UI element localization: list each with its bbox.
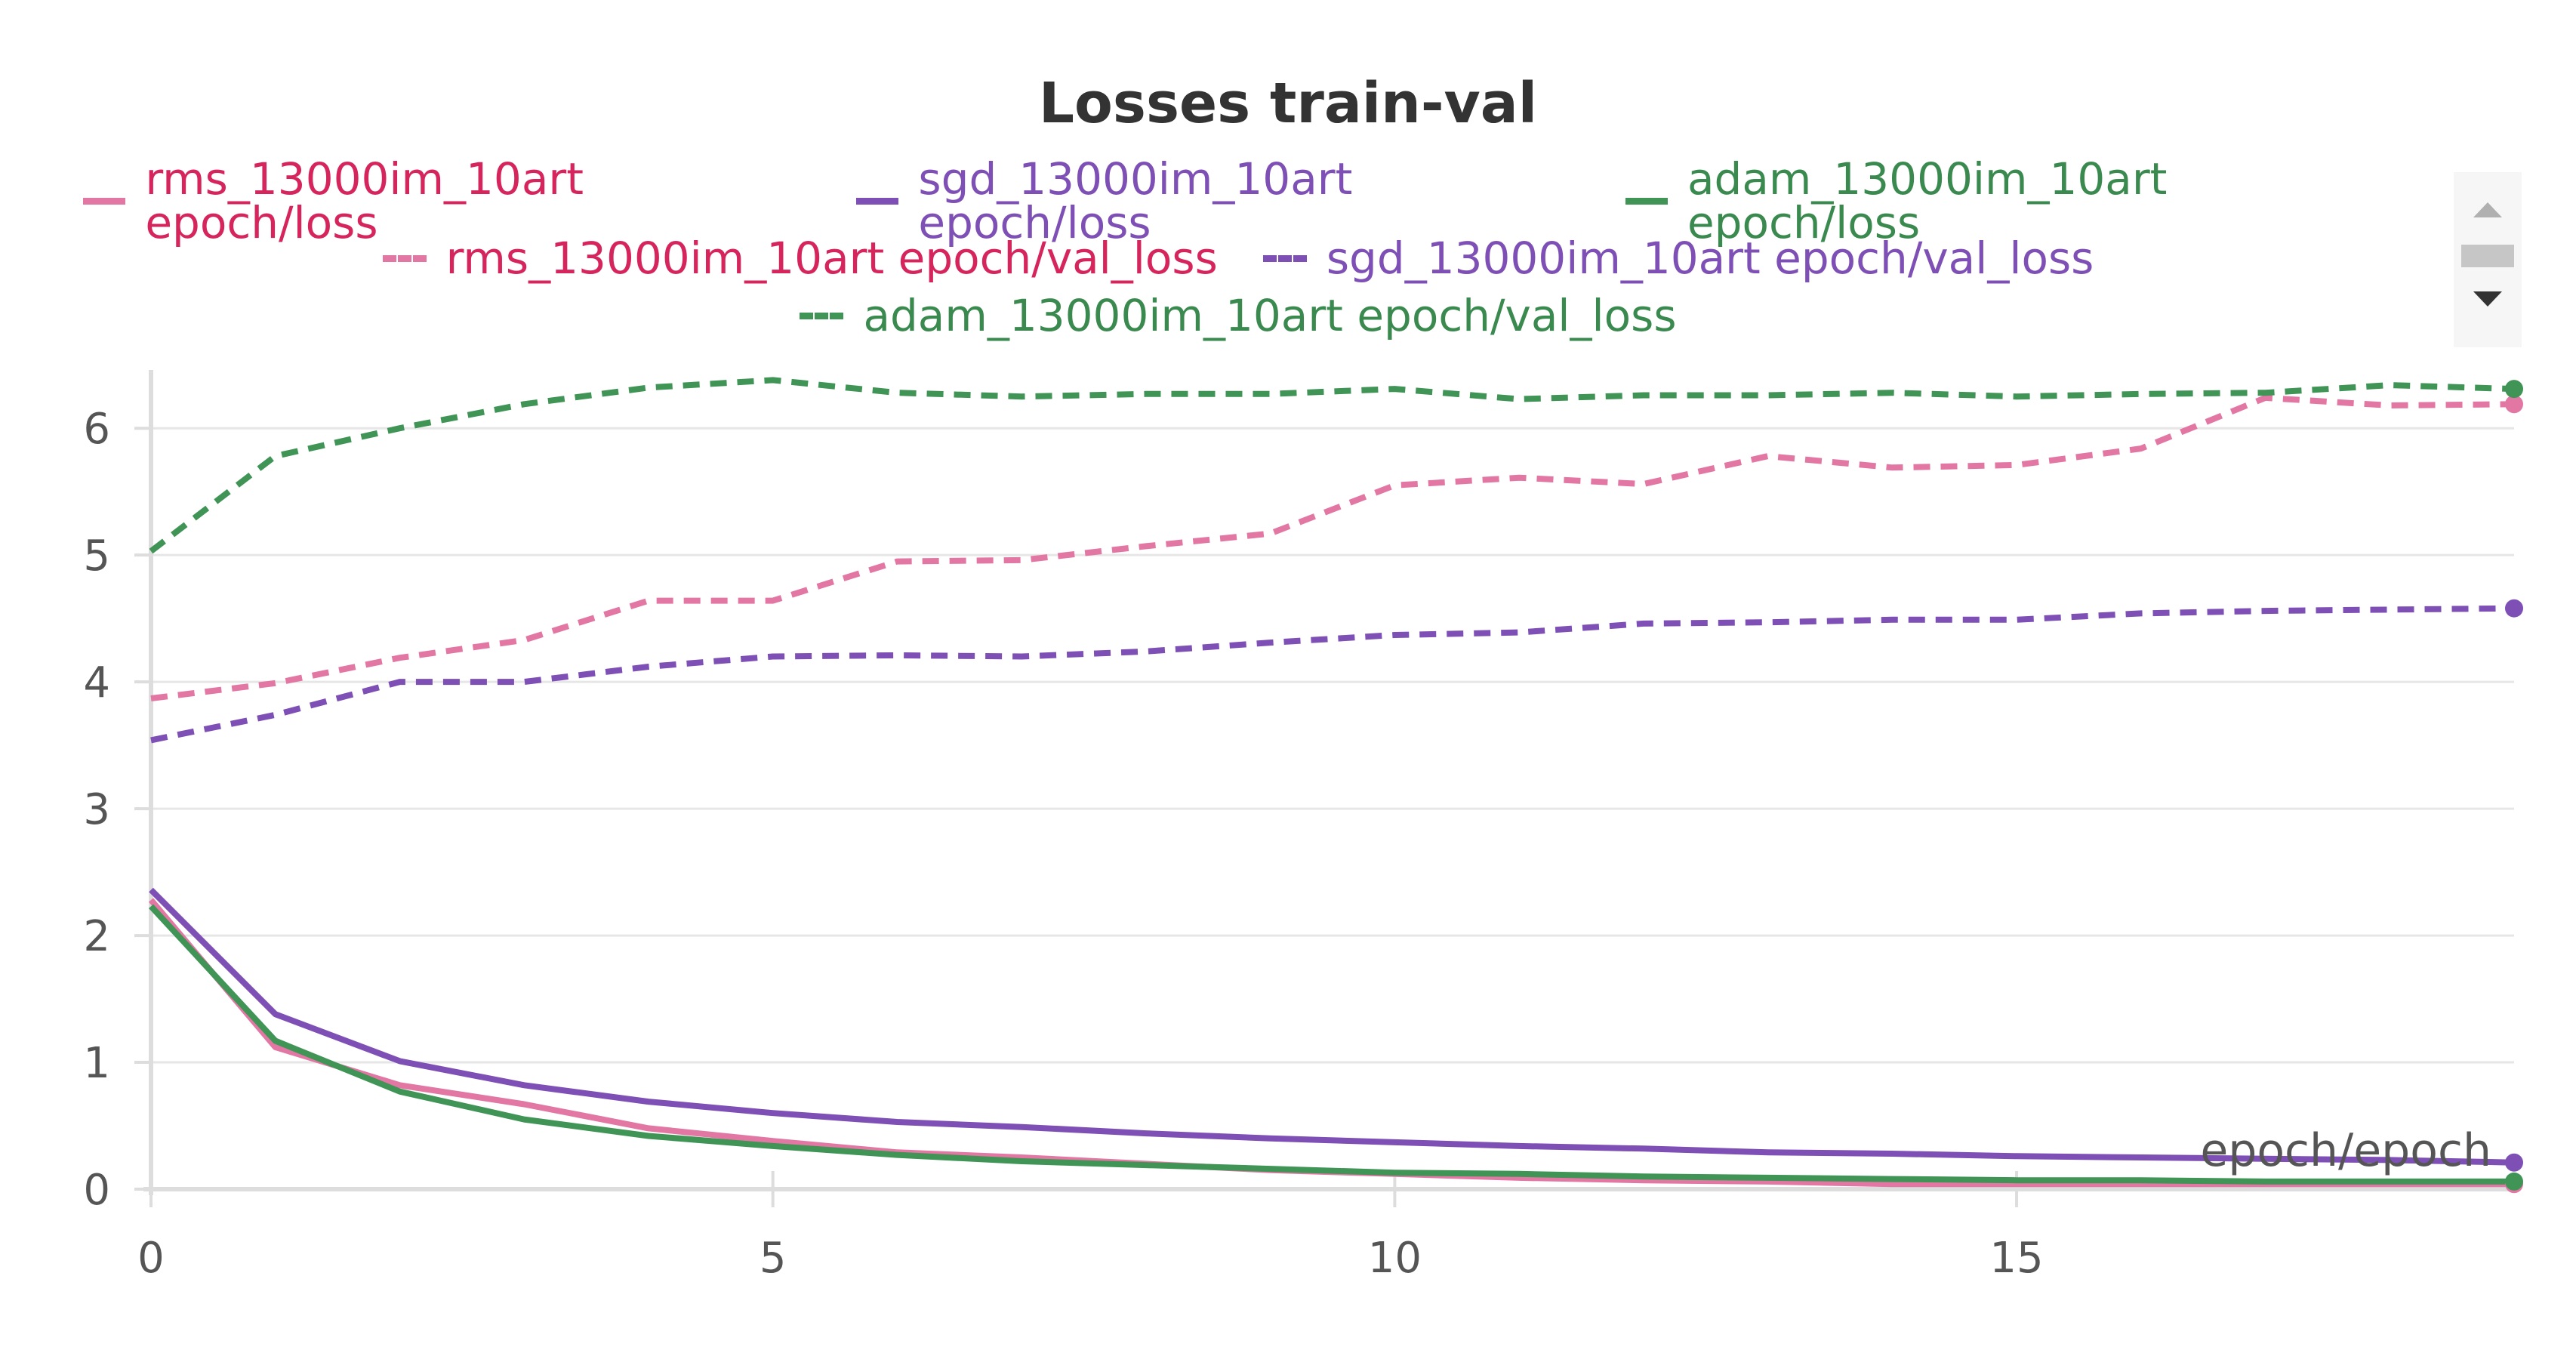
series-line-4 — [150, 605, 2515, 744]
x-tick-label: 15 — [1989, 1234, 2043, 1283]
legend-item[interactable]: sgd_13000im_10art epoch/val_loss — [1262, 233, 2094, 284]
scroll-up-icon[interactable] — [2473, 202, 2502, 217]
y-tick-label: 3 — [83, 785, 110, 834]
legend-item[interactable]: adam_13000im_10art epoch/val_loss — [800, 290, 1677, 341]
chart-legend: rms_13000im_10art epoch/loss sgd_13000im_… — [60, 157, 2416, 344]
legend-item[interactable]: rms_13000im_10art epoch/loss — [83, 157, 811, 245]
legend-label: sgd_13000im_10art epoch/val_loss — [1326, 233, 2094, 284]
y-tick-label: 1 — [83, 1039, 110, 1088]
legend-label: rms_13000im_10art epoch/val_loss — [445, 233, 1218, 284]
series-end-marker-4 — [2505, 599, 2523, 618]
x-tick-label: 0 — [137, 1234, 165, 1283]
x-axis-label: epoch/epoch — [2200, 1124, 2491, 1177]
legend-row: adam_13000im_10art epoch/val_loss — [60, 287, 2416, 344]
y-tick-label: 6 — [83, 405, 110, 454]
legend-item[interactable]: adam_13000im_10art epoch/loss — [1625, 157, 2393, 245]
legend-label: sgd_13000im_10art epoch/loss — [918, 153, 1353, 248]
legend-label: adam_13000im_10art epoch/val_loss — [863, 290, 1677, 341]
series-line-1 — [149, 887, 2515, 1166]
y-tick-label: 5 — [83, 532, 110, 581]
y-tick-label: 4 — [83, 658, 110, 707]
legend-label: rms_13000im_10art epoch/loss — [145, 153, 584, 248]
legend-row: rms_13000im_10art epoch/loss sgd_13000im_… — [60, 157, 2416, 245]
legend-row: rms_13000im_10art epoch/val_loss sgd_1300… — [60, 230, 2416, 287]
x-tick-label: 10 — [1368, 1234, 1422, 1283]
chart-title: Losses train-val — [1038, 71, 1538, 136]
y-tick-label: 0 — [83, 1166, 110, 1215]
series-line-5 — [149, 377, 2515, 554]
legend-item[interactable]: sgd_13000im_10art epoch/loss — [856, 157, 1580, 245]
x-tick-label: 5 — [760, 1234, 787, 1283]
y-tick-label: 2 — [83, 912, 110, 961]
legend-item[interactable]: rms_13000im_10art epoch/val_loss — [382, 233, 1218, 284]
series-line-2 — [149, 904, 2514, 1185]
legend-swatch — [800, 312, 844, 319]
scroll-thumb[interactable] — [2461, 245, 2514, 267]
series-end-marker-5 — [2505, 380, 2523, 399]
series-end-marker-1 — [2505, 1153, 2523, 1172]
legend-swatch — [382, 254, 427, 262]
scroll-down-icon[interactable] — [2473, 291, 2502, 307]
series-line-3 — [150, 394, 2515, 701]
legend-swatch — [1262, 254, 1307, 262]
legend-label: adam_13000im_10art epoch/loss — [1687, 153, 2168, 248]
series-end-marker-3 — [2505, 395, 2523, 414]
series-end-marker-2 — [2505, 1172, 2523, 1191]
legend-scrollbar[interactable] — [2454, 172, 2522, 347]
legend-swatch — [856, 197, 899, 205]
legend-swatch — [1625, 197, 1668, 205]
legend-swatch — [83, 197, 126, 205]
